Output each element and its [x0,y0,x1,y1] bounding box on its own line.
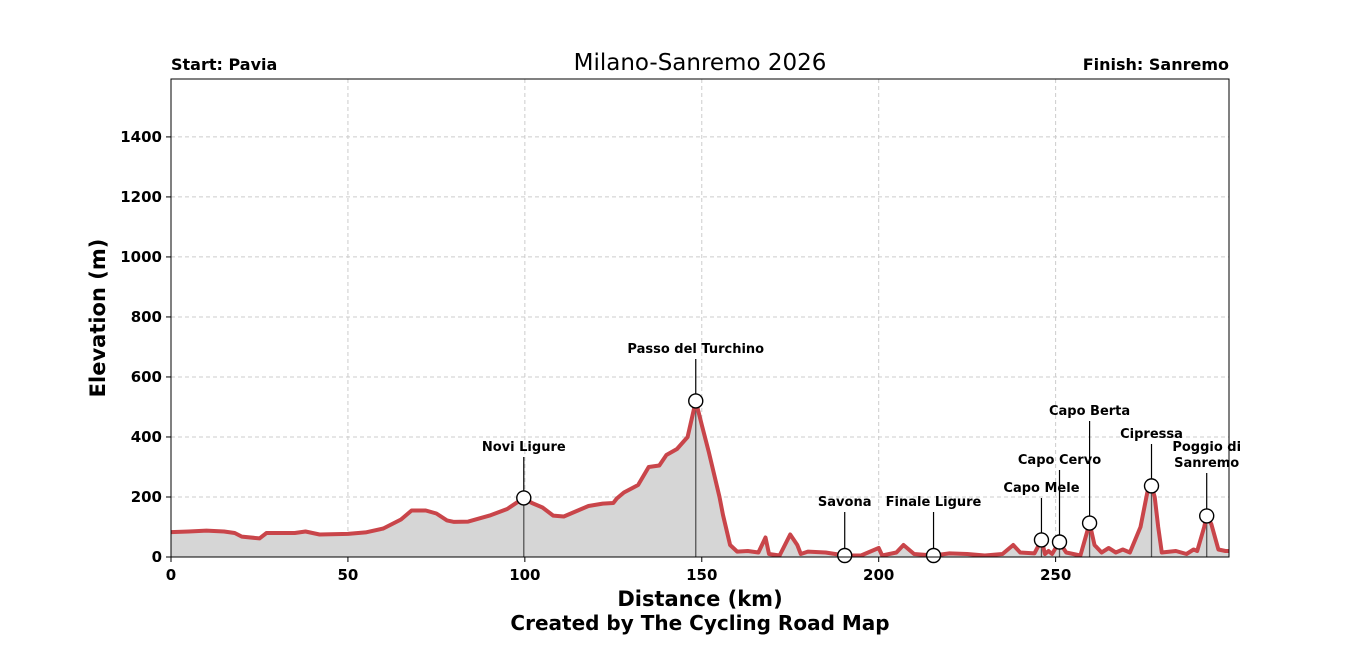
climb-label-line: Capo Mele [1003,481,1079,496]
climb-label-line: Passo del Turchino [627,342,764,357]
credit-label: Created by The Cycling Road Map [510,611,889,635]
profile-area [171,401,1229,557]
climb-label: Savona [818,495,872,510]
climb-label-line: Capo Berta [1049,404,1130,419]
climb-marker [1033,532,1050,548]
climb-label-line: Capo Cervo [1018,453,1101,468]
climb-marker [516,490,532,506]
climb-label-line: Finale Ligure [886,495,982,510]
x-tick-label: 250 [1040,566,1071,584]
x-tick-label: 150 [686,566,717,584]
chart-title: Milano-Sanremo 2026 [574,50,827,76]
start-label: Start: Pavia [171,55,277,74]
climb-marker [688,393,704,409]
climb-marker [925,547,942,564]
y-ticks: 0 200 400 600 800 1000 1200 1400 [120,128,171,566]
x-ticks: 0 50 100 150 200 250 [166,557,1071,584]
x-tick-label: 100 [509,566,540,584]
x-tick-label: 0 [166,566,176,584]
climb-label-line: Novi Ligure [482,440,566,455]
y-tick-label: 800 [131,308,162,326]
y-tick-label: 200 [131,488,162,506]
profile-line [170,399,1229,558]
climb-label: Capo Mele [1003,481,1079,496]
climb-marker [1199,508,1215,524]
y-tick-label: 1400 [120,128,162,146]
climb-annotations: Novi Ligure Passo del Turchino Savona Final… [482,342,1241,564]
y-tick-label: 1000 [120,248,162,266]
x-axis-label: Distance (km) [617,587,782,611]
y-tick-label: 1200 [120,188,162,206]
climb-marker [1051,534,1068,550]
y-tick-label: 400 [131,428,162,446]
climb-marker [1081,515,1098,531]
climb-label-line: Poggio di [1172,440,1241,455]
climb-label: Cipressa [1120,427,1183,442]
x-tick-label: 50 [337,566,358,584]
climb-label-line: Cipressa [1120,427,1183,442]
plot-frame [170,78,1230,558]
climb-label: Novi Ligure [482,440,566,455]
climb-label: Poggio di Sanremo [1172,440,1241,471]
x-tick-label: 200 [863,566,894,584]
climb-label-line: Savona [818,495,872,510]
climb-label: Passo del Turchino [627,342,764,357]
climb-marker [837,547,853,564]
climb-label-line: Sanremo [1174,456,1239,471]
finish-label: Finish: Sanremo [1083,55,1229,74]
climb-label: Capo Berta [1049,404,1130,419]
y-axis-label: Elevation (m) [86,239,110,398]
climb-marker [1143,478,1160,494]
y-tick-label: 600 [131,368,162,386]
climb-label: Finale Ligure [886,495,982,510]
climb-label: Capo Cervo [1018,453,1101,468]
y-tick-label: 0 [152,548,162,566]
